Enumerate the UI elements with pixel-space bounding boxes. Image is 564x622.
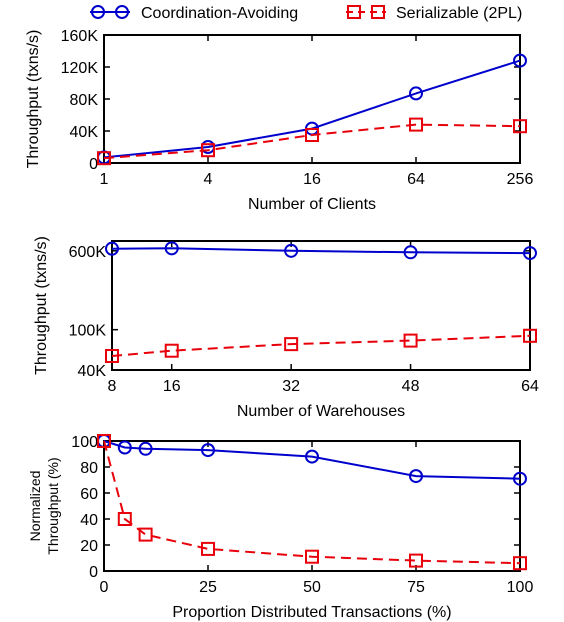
data-point	[409, 553, 423, 568]
plot-frame	[103, 34, 521, 164]
y-tick-label: 40K	[70, 124, 99, 141]
legend-marker-square	[347, 5, 361, 19]
x-tick-label: 75	[407, 579, 425, 596]
data-point	[523, 246, 537, 261]
x-axis: 0 25 50 75 100	[100, 441, 534, 596]
x-tick-label: 0	[100, 579, 109, 596]
data-point	[409, 469, 423, 484]
data-point	[105, 241, 119, 256]
chart-distributed: 0 25 50 75 100 0 20 40 60 80 100 Proportion Distrib…	[27, 434, 533, 621]
y-tick-label: 80	[80, 460, 98, 477]
legend-marker-square	[371, 5, 385, 19]
x-tick-label: 8	[108, 378, 117, 395]
y-axis-title: Throughput (txns/s)	[25, 30, 42, 169]
data-point	[305, 128, 319, 142]
y-axis-title-line: Throughput (%)	[45, 457, 61, 554]
data-point	[409, 86, 423, 101]
y-axis-title: Normalized Throughput (%)	[27, 457, 61, 554]
y-tick-label: 0	[89, 156, 98, 173]
chart-clients: 1 4 16 64 256 0 40K 80K 120K 160K Number of Client…	[25, 28, 533, 213]
legend-marker-circle	[91, 5, 105, 19]
x-tick-label: 16	[163, 378, 181, 395]
data-point	[97, 434, 111, 448]
data-point	[138, 527, 153, 542]
y-axis: 40K 100K 600K	[69, 244, 530, 380]
y-tick-label: 160K	[61, 28, 99, 45]
x-axis: 8 16 32 48 64	[108, 241, 539, 395]
data-point	[164, 343, 179, 358]
legend-marker-circle	[115, 5, 129, 19]
y-axis: 0 40K 80K 120K 160K	[61, 28, 520, 173]
data-point	[305, 549, 319, 564]
data-point	[305, 449, 319, 464]
data-point	[201, 443, 215, 458]
series-coordination-avoiding	[105, 241, 537, 261]
series-line	[103, 123, 521, 160]
y-tick-label: 600K	[69, 244, 107, 261]
data-point	[523, 328, 537, 343]
y-axis: 0 20 40 60 80 100	[71, 434, 520, 581]
y-tick-label: 20	[80, 538, 98, 555]
x-tick-label: 64	[521, 378, 539, 395]
y-tick-label: 60	[80, 486, 98, 503]
data-point	[164, 241, 179, 256]
x-axis-title: Number of Warehouses	[237, 403, 405, 420]
data-point	[138, 441, 153, 456]
x-axis: 1 4 16 64 256	[100, 35, 534, 188]
series-line	[111, 247, 531, 255]
x-tick-label: 1	[100, 171, 109, 188]
legend-label: Serializable (2PL)	[396, 5, 522, 22]
data-point	[403, 333, 418, 348]
legend-label: Coordination-Avoiding	[141, 5, 298, 22]
series-serializable-2pl	[97, 434, 527, 571]
x-tick-label: 64	[407, 171, 425, 188]
legend-entry: Serializable (2PL)	[346, 5, 522, 22]
y-tick-label: 100	[71, 434, 98, 451]
legend-entry: Coordination-Avoiding	[90, 5, 298, 22]
legend: Coordination-Avoiding Serializable (2PL)	[90, 5, 522, 22]
series-line	[103, 440, 521, 480]
x-tick-label: 100	[507, 579, 534, 596]
data-point	[513, 53, 527, 68]
y-axis-title: Throughput (txns/s)	[33, 236, 50, 375]
data-point	[409, 117, 423, 132]
series-line	[111, 334, 531, 357]
x-tick-label: 50	[303, 579, 321, 596]
series-line	[103, 440, 521, 565]
data-point	[513, 471, 527, 486]
data-point	[513, 556, 527, 571]
data-point	[403, 245, 418, 260]
data-point	[513, 119, 527, 134]
series-line	[103, 59, 521, 159]
series-serializable-2pl	[97, 117, 527, 166]
y-tick-label: 80K	[70, 92, 99, 109]
y-axis-title-line: Normalized	[27, 471, 43, 542]
data-point	[105, 348, 119, 363]
y-tick-label: 40	[80, 512, 98, 529]
x-tick-label: 4	[204, 171, 213, 188]
y-tick-label: 120K	[61, 60, 99, 77]
x-tick-label: 256	[507, 171, 534, 188]
series-serializable-2pl	[105, 328, 537, 363]
chart-warehouses: 8 16 32 48 64 40K 100K 600K Number of Warehouses…	[33, 236, 539, 420]
data-point	[284, 337, 299, 352]
data-point	[201, 541, 215, 556]
x-tick-label: 32	[282, 378, 300, 395]
data-point	[97, 151, 111, 166]
data-point	[117, 440, 132, 455]
y-tick-label: 100K	[69, 323, 107, 340]
data-point	[284, 243, 299, 258]
y-tick-label: 0	[89, 564, 98, 581]
x-axis-title: Proportion Distributed Transactions (%)	[172, 604, 451, 621]
data-point	[117, 512, 132, 526]
series-coordination-avoiding	[97, 53, 527, 165]
y-tick-label: 40K	[78, 363, 107, 380]
data-point	[201, 143, 215, 158]
x-tick-label: 25	[199, 579, 217, 596]
plot-frame	[111, 240, 531, 371]
x-axis-title: Number of Clients	[248, 196, 376, 213]
x-tick-label: 48	[402, 378, 420, 395]
x-tick-label: 16	[303, 171, 321, 188]
